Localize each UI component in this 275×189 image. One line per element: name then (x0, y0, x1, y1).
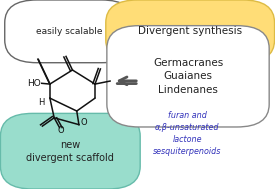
Text: Divergent synthesis: Divergent synthesis (138, 26, 242, 36)
Text: Germacranes
Guaianes
Lindenanes: Germacranes Guaianes Lindenanes (153, 58, 223, 94)
Text: O: O (57, 126, 64, 136)
Text: new
divergent scaffold: new divergent scaffold (26, 140, 114, 163)
FancyBboxPatch shape (5, 0, 134, 63)
FancyBboxPatch shape (1, 113, 140, 189)
FancyBboxPatch shape (107, 26, 269, 127)
Text: HO: HO (27, 79, 41, 88)
Text: H: H (38, 98, 45, 107)
Text: O: O (80, 118, 87, 127)
FancyBboxPatch shape (106, 0, 274, 63)
Text: furan and
α,β-unsaturated
lactone
sesquiterpenoids: furan and α,β-unsaturated lactone sesqui… (153, 111, 221, 156)
Text: easily scalable: easily scalable (36, 27, 103, 36)
